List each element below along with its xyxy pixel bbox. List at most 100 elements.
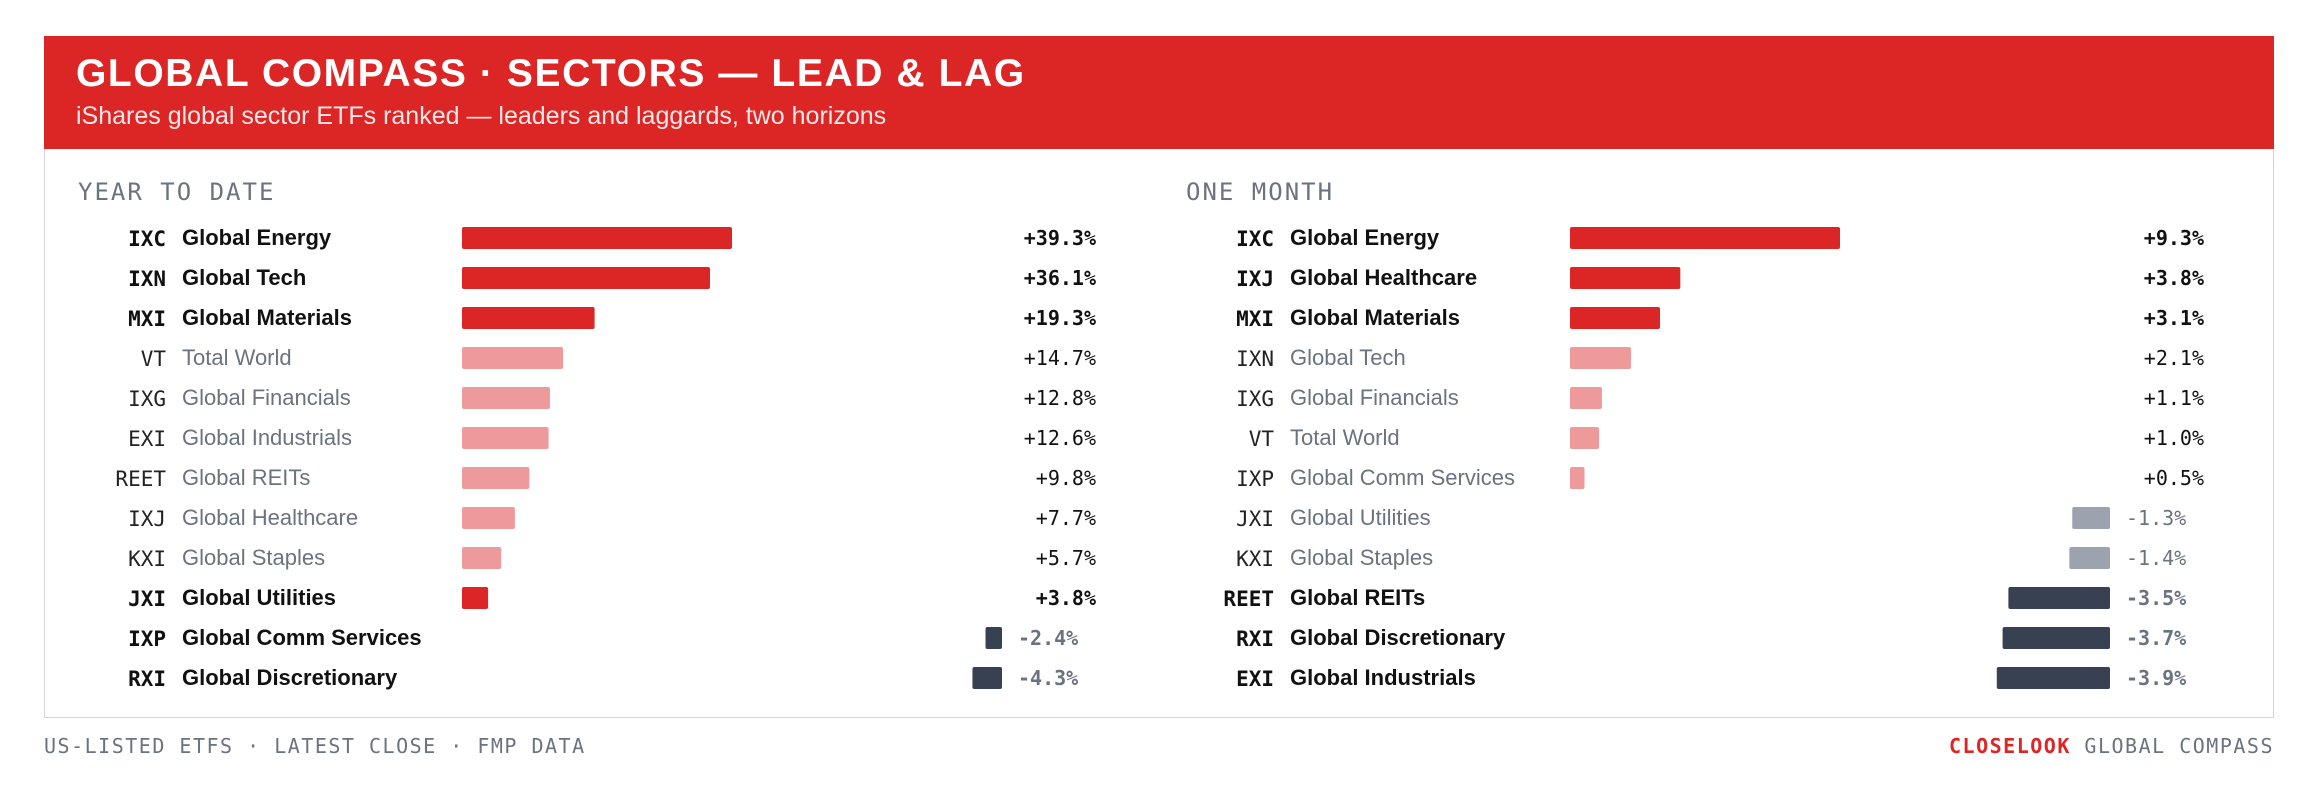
bar (1996, 667, 2110, 689)
bar (1570, 427, 1600, 449)
ticker-label: REET (1223, 587, 1274, 611)
brand-name: CLOSELOOK (1949, 734, 2071, 758)
ticker-label: RXI (128, 667, 166, 691)
sector-name-label: Global REITs (1290, 585, 1425, 610)
sector-name-label: Global Materials (182, 305, 352, 330)
bar-chart-ytd: IXC Global Energy +39.3% IXN Global Tech +36.… (115, 225, 1096, 691)
bar (2072, 507, 2110, 529)
value-label: +12.6% (1024, 426, 1096, 450)
ticker-label: JXI (1236, 507, 1274, 531)
value-label: +9.8% (1036, 466, 1096, 490)
value-label: +19.3% (1024, 306, 1096, 330)
ticker-label: IXJ (128, 507, 166, 531)
sector-name-label: Global Healthcare (1290, 265, 1477, 290)
ticker-label: IXG (128, 387, 166, 411)
sector-name-label: Global Financials (182, 385, 351, 410)
sector-name-label: Global Industrials (1290, 665, 1476, 690)
bar (462, 347, 563, 369)
ticker-label: KXI (128, 547, 166, 571)
sector-name-label: Global Discretionary (182, 665, 398, 690)
ticker-label: IXJ (1236, 267, 1274, 291)
value-label: -3.7% (2126, 626, 2186, 650)
panel-title: ONE MONTH (1186, 178, 1335, 206)
value-label: -2.4% (1018, 626, 1078, 650)
bar-chart-one-month: IXC Global Energy +9.3% IXJ Global Healthcar… (1223, 225, 2204, 691)
value-label: +1.1% (2144, 386, 2204, 410)
value-label: +12.8% (1024, 386, 1096, 410)
ticker-label: IXN (1236, 347, 1274, 371)
ticker-label: MXI (128, 307, 166, 331)
value-label: +1.0% (2144, 426, 2204, 450)
bar (462, 387, 550, 409)
ticker-label: IXG (1236, 387, 1274, 411)
value-label: +36.1% (1024, 266, 1096, 290)
bar (972, 667, 1002, 689)
sector-name-label: Global Comm Services (182, 625, 422, 650)
chart-card (44, 36, 2274, 718)
value-label: -1.3% (2126, 506, 2186, 530)
panel-year-to-date: YEAR TO DATE IXC Global Energy +39.3% IXN Gl… (78, 178, 1108, 698)
bar (462, 307, 595, 329)
ticker-label: IXP (128, 627, 166, 651)
ticker-label: IXC (1236, 227, 1274, 251)
value-label: +7.7% (1036, 506, 1096, 530)
ticker-label: IXP (1236, 467, 1274, 491)
ticker-label: KXI (1236, 547, 1274, 571)
value-label: -1.4% (2126, 546, 2186, 570)
bar (462, 267, 711, 289)
bar (2008, 587, 2110, 609)
panel-one-month: ONE MONTH IXC Global Energy +9.3% IXJ Global… (1186, 178, 2216, 698)
sector-name-label: Global Financials (1290, 385, 1459, 410)
bar (1570, 227, 1840, 249)
sector-name-label: Global Tech (1290, 345, 1406, 370)
value-label: +9.3% (2144, 226, 2204, 250)
ticker-label: VT (141, 347, 167, 371)
sector-name-label: Global Energy (1290, 225, 1440, 250)
sector-name-label: Global Materials (1290, 305, 1460, 330)
sector-name-label: Global Healthcare (182, 505, 358, 530)
page-title: GLOBAL COMPASS · SECTORS — LEAD & LAG (76, 52, 1026, 95)
bar (462, 427, 549, 449)
bar (462, 507, 515, 529)
sector-name-label: Global Tech (182, 265, 306, 290)
value-label: +14.7% (1024, 346, 1096, 370)
sector-name-label: Global Industrials (182, 425, 352, 450)
bar (462, 547, 502, 569)
bar (1570, 307, 1660, 329)
value-label: +3.8% (1036, 586, 1096, 610)
bar (1570, 347, 1631, 369)
bar (462, 227, 732, 249)
bar (462, 587, 489, 609)
ticker-label: EXI (128, 427, 166, 451)
bar (985, 627, 1002, 649)
ticker-label: RXI (1236, 627, 1274, 651)
ticker-label: MXI (1236, 307, 1274, 331)
value-label: +3.1% (2144, 306, 2204, 330)
bar (1570, 387, 1602, 409)
panel-title: YEAR TO DATE (78, 178, 276, 206)
sector-name-label: Global Staples (182, 545, 325, 570)
sector-name-label: Total World (1290, 425, 1400, 450)
sector-name-label: Global Staples (1290, 545, 1433, 570)
footer-source: US-LISTED ETFS · LATEST CLOSE · FMP DATA (44, 734, 586, 758)
page-subtitle: iShares global sector ETFs ranked — lead… (76, 102, 887, 130)
ticker-label: EXI (1236, 667, 1274, 691)
sector-name-label: Global Utilities (1290, 505, 1431, 530)
bar (1570, 467, 1585, 489)
bar (462, 467, 530, 489)
brand-suffix: GLOBAL COMPASS (2084, 734, 2274, 758)
value-label: -3.9% (2126, 666, 2186, 690)
ticker-label: IXC (128, 227, 166, 251)
bar (2002, 627, 2110, 649)
bar (2069, 547, 2110, 569)
value-label: -3.5% (2126, 586, 2186, 610)
ticker-label: VT (1249, 427, 1275, 451)
bar (1570, 267, 1681, 289)
value-label: +5.7% (1036, 546, 1096, 570)
ticker-label: REET (115, 467, 166, 491)
value-label: +2.1% (2144, 346, 2204, 370)
sector-name-label: Global Comm Services (1290, 465, 1515, 490)
sector-name-label: Total World (182, 345, 292, 370)
sector-name-label: Global Energy (182, 225, 332, 250)
value-label: +39.3% (1024, 226, 1096, 250)
